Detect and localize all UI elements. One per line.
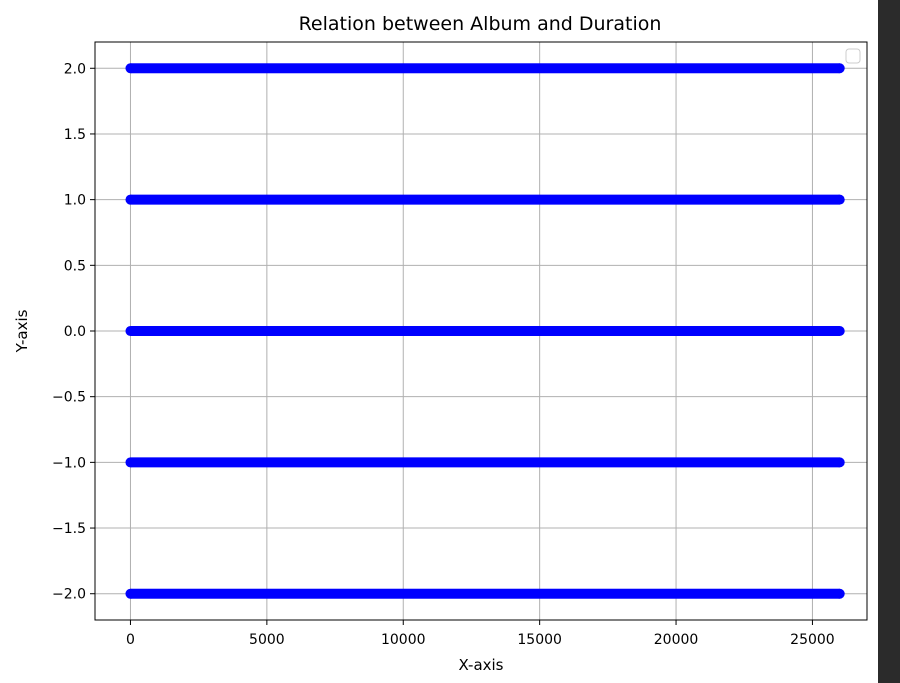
point-run (130, 588, 840, 599)
y-axis-label: Y-axis (13, 309, 31, 353)
point-row (125, 588, 845, 599)
y-tick-label: 1.5 (64, 127, 86, 143)
y-tick-label: 1.0 (64, 193, 86, 209)
data-series (125, 63, 845, 599)
point-row (125, 194, 845, 205)
point-run (130, 457, 840, 468)
chart-title: Relation between Album and Duration (299, 13, 662, 35)
x-ticks: 0 5000 10000 15000 20000 25000 (126, 620, 835, 648)
data-point (125, 588, 136, 599)
chart-svg: Relation between Album and Duration 0 500… (13, 13, 868, 674)
x-tick-label: 0 (126, 632, 135, 648)
side-strip (878, 0, 900, 683)
legend-box (845, 48, 861, 64)
x-tick-label: 15000 (517, 632, 562, 648)
data-point (125, 326, 136, 336)
figure: Relation between Album and Duration 0 500… (0, 0, 878, 683)
data-point (834, 194, 845, 205)
point-row (125, 326, 845, 336)
y-ticks: 2.0 1.5 1.0 0.5 0.0 −0.5 −1.0 −1.5 −2.0 (52, 61, 95, 603)
y-tick-label: −2.0 (52, 587, 86, 603)
data-point (834, 588, 845, 599)
x-tick-label: 25000 (790, 632, 835, 648)
y-tick-label: −1.5 (52, 521, 86, 537)
x-axis-label: X-axis (459, 656, 504, 674)
y-tick-label: 2.0 (64, 61, 86, 77)
data-point (125, 194, 136, 205)
data-point (834, 63, 845, 74)
data-point (834, 326, 845, 336)
x-tick-label: 5000 (249, 632, 285, 648)
data-point (125, 63, 136, 74)
point-run (130, 326, 840, 336)
data-point (834, 457, 845, 468)
x-tick-label: 10000 (381, 632, 426, 648)
y-tick-label: 0.5 (64, 258, 86, 274)
point-run (130, 63, 840, 74)
y-tick-label: 0.0 (64, 324, 86, 340)
x-tick-label: 20000 (654, 632, 699, 648)
point-row (125, 63, 845, 74)
point-run (130, 194, 840, 205)
y-tick-label: −0.5 (52, 390, 86, 406)
y-tick-label: −1.0 (52, 455, 86, 471)
data-point (125, 457, 136, 468)
point-row (125, 457, 845, 468)
